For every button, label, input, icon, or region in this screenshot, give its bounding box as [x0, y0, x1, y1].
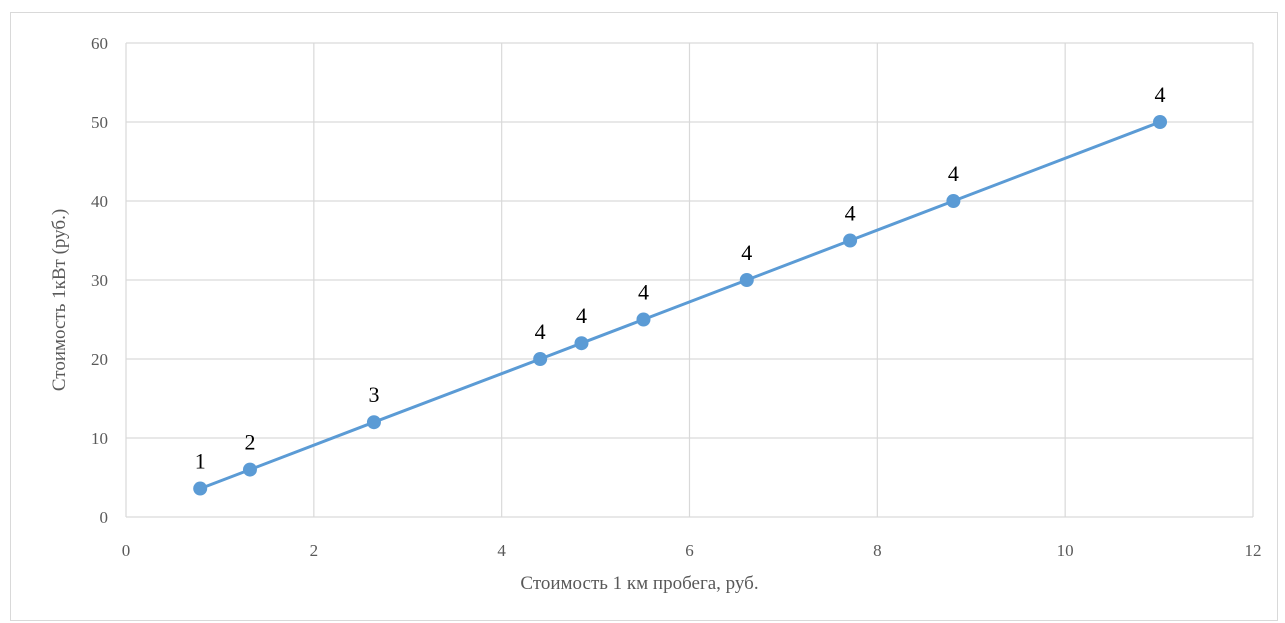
- y-tick-label: 30: [91, 271, 108, 290]
- data-label: 4: [576, 303, 587, 328]
- data-label: 4: [1155, 82, 1166, 107]
- data-label: 4: [948, 161, 959, 186]
- x-tick-label: 0: [122, 541, 131, 560]
- series-line: [198, 120, 1162, 491]
- data-point: [242, 462, 257, 477]
- x-tick-label: 6: [685, 541, 694, 560]
- y-tick-label: 10: [91, 429, 108, 448]
- x-tick-label: 8: [873, 541, 882, 560]
- x-tick-label: 12: [1245, 541, 1262, 560]
- data-label: 4: [638, 280, 649, 305]
- data-point: [574, 336, 589, 351]
- y-tick-label: 50: [91, 113, 108, 132]
- data-point: [843, 233, 858, 248]
- data-point: [533, 352, 548, 366]
- data-point: [636, 312, 651, 327]
- data-point: [366, 415, 381, 430]
- x-axis-title: Стоимость 1 км пробега, руб.: [520, 573, 758, 594]
- data-point: [1153, 115, 1168, 129]
- data-labels: 1 2 3 4 4 4 4 4 4 4: [195, 82, 1166, 474]
- data-point: [193, 481, 208, 496]
- y-tick-label: 60: [91, 34, 108, 53]
- data-label: 4: [845, 201, 856, 226]
- x-tick-label: 10: [1057, 541, 1074, 560]
- data-label: 4: [741, 240, 752, 265]
- series-layer: [193, 115, 1168, 496]
- x-tick-label: 2: [310, 541, 319, 560]
- data-label: 1: [195, 449, 206, 474]
- y-tick-label: 20: [91, 350, 108, 369]
- y-axis-title: Стоимость 1кВт (руб.): [49, 209, 70, 391]
- data-label: 4: [535, 319, 546, 344]
- y-tick-label: 0: [100, 508, 109, 527]
- data-label: 3: [368, 382, 379, 407]
- x-tick-label: 4: [497, 541, 506, 560]
- data-point: [739, 273, 754, 287]
- data-label: 2: [244, 430, 255, 455]
- grid: [125, 42, 1254, 518]
- y-tick-label: 40: [91, 192, 108, 211]
- data-point: [946, 194, 961, 208]
